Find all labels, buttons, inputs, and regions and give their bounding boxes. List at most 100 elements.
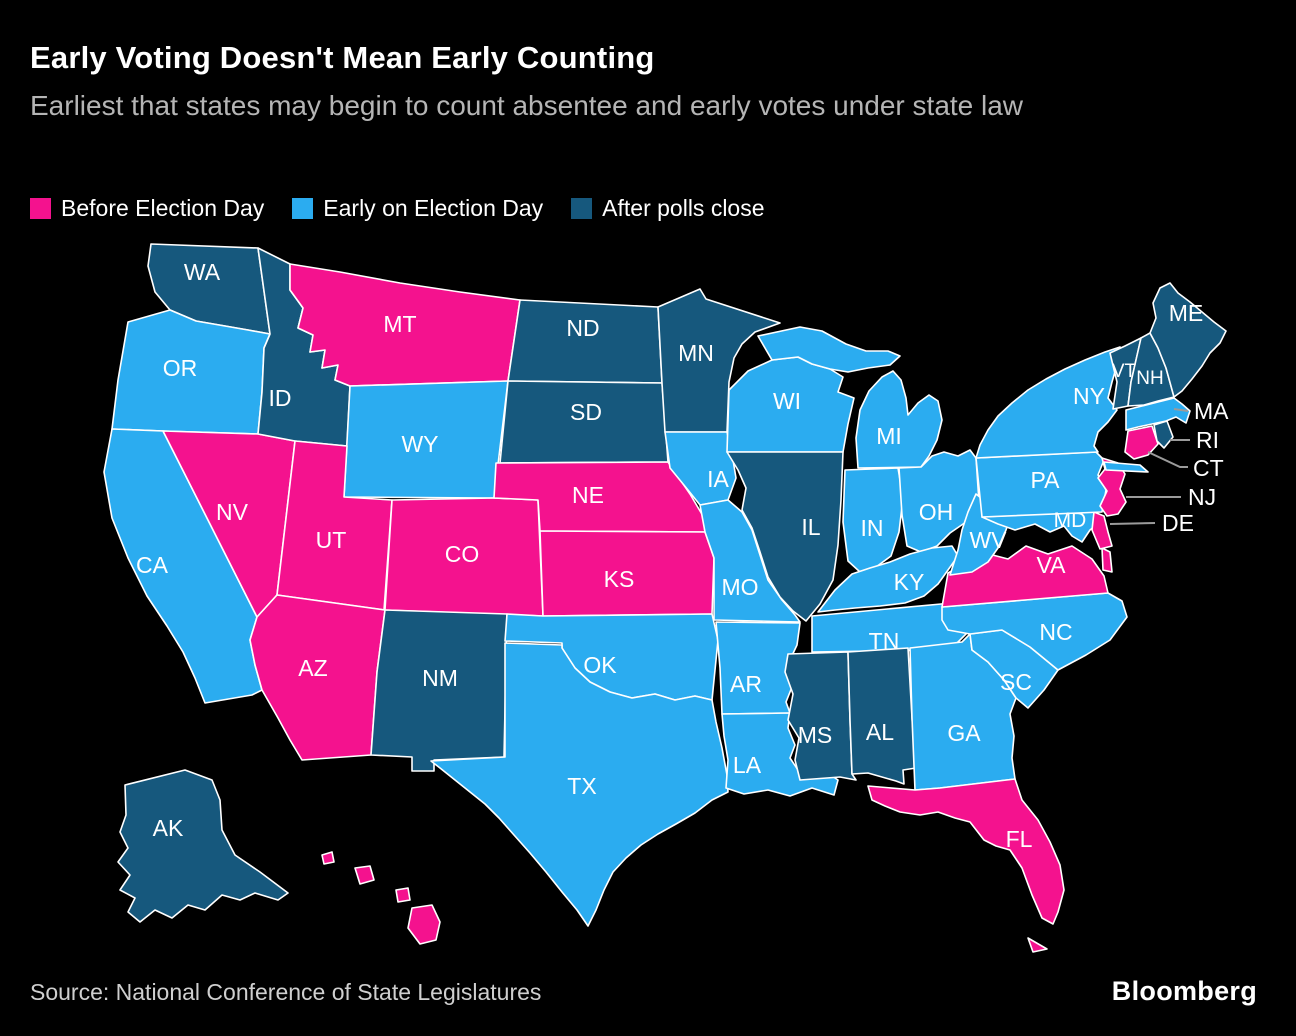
state-label-ny: NY xyxy=(1073,383,1105,409)
state-ny-long-island xyxy=(1103,461,1149,473)
callout-label-ma: MA xyxy=(1194,398,1229,424)
state-label-ks: KS xyxy=(604,566,635,592)
legend-swatch-after xyxy=(571,198,593,219)
state-label-co: CO xyxy=(445,541,480,567)
state-mn xyxy=(657,288,781,433)
state-label-va: VA xyxy=(1037,552,1067,578)
state-label-ok: OK xyxy=(583,652,617,678)
state-label-ky: KY xyxy=(894,569,925,595)
states-layer xyxy=(103,243,1227,953)
state-label-pa: PA xyxy=(1031,467,1061,493)
state-label-in: IN xyxy=(861,515,884,541)
state-label-nv: NV xyxy=(216,499,249,525)
state-label-wy: WY xyxy=(401,431,438,457)
state-nj xyxy=(1097,457,1127,517)
state-label-md: MD xyxy=(1054,509,1087,532)
state-label-az: AZ xyxy=(298,655,327,681)
state-label-ga: GA xyxy=(947,720,981,746)
state-label-ca: CA xyxy=(136,552,169,578)
state-label-ar: AR xyxy=(730,671,762,697)
state-label-sc: SC xyxy=(1000,669,1032,695)
legend-label-before: Before Election Day xyxy=(61,195,265,221)
bloomberg-logo: Bloomberg xyxy=(1111,976,1257,1006)
callout-label-de: DE xyxy=(1162,510,1194,536)
header: Early Voting Doesn't Mean Early Counting… xyxy=(30,40,1270,125)
state-label-oh: OH xyxy=(919,499,954,525)
state-label-nm: NM xyxy=(422,665,458,691)
state-label-tn: TN xyxy=(869,628,900,654)
state-label-mt: MT xyxy=(383,311,416,337)
state-label-il: IL xyxy=(801,514,820,540)
callout-line-ct xyxy=(1147,451,1188,468)
state-nd xyxy=(507,299,663,384)
state-label-mo: MO xyxy=(721,574,758,600)
legend-item-after: After polls close xyxy=(571,195,765,222)
state-hi-island-4 xyxy=(407,904,441,945)
state-mt xyxy=(289,263,521,387)
state-label-ne: NE xyxy=(572,482,604,508)
state-fl-keys xyxy=(1027,937,1048,953)
legend: Before Election Day Early on Election Da… xyxy=(30,195,793,222)
state-az xyxy=(249,594,386,761)
state-labels-layer: WA OR CA NV ID MT WY UT AZ NM CO ND SD N… xyxy=(136,259,1203,852)
state-ak xyxy=(117,769,289,923)
state-label-wi: WI xyxy=(773,388,801,414)
state-ct xyxy=(1124,425,1159,460)
state-ar xyxy=(715,621,801,715)
callouts-layer: MA RI CT NJ DE xyxy=(1109,398,1229,536)
state-label-wv: WV xyxy=(969,527,1007,553)
callout-line-ma xyxy=(1173,408,1189,412)
state-de xyxy=(1091,511,1113,550)
state-ms xyxy=(784,651,857,781)
state-me xyxy=(1149,282,1227,398)
state-nc xyxy=(941,592,1128,671)
state-hi-island-2 xyxy=(354,865,375,885)
state-label-ak: AK xyxy=(153,815,184,841)
legend-label-early: Early on Election Day xyxy=(323,195,544,221)
legend-item-before: Before Election Day xyxy=(30,195,264,222)
state-label-al: AL xyxy=(866,719,894,745)
state-label-sd: SD xyxy=(570,399,602,425)
state-label-ut: UT xyxy=(316,527,347,553)
state-ny xyxy=(975,346,1121,459)
state-label-vt: VT xyxy=(1112,361,1137,382)
callout-label-ct: CT xyxy=(1193,455,1224,481)
state-label-mi: MI xyxy=(876,423,902,449)
state-hi-island-1 xyxy=(321,851,335,865)
state-tx xyxy=(430,642,729,927)
state-label-ia: IA xyxy=(707,466,729,492)
state-mi-upper xyxy=(757,326,901,373)
state-label-nh: NH xyxy=(1136,368,1163,389)
state-label-tx: TX xyxy=(567,773,596,799)
callout-label-ri: RI xyxy=(1196,427,1219,453)
state-mi xyxy=(855,370,943,469)
state-label-la: LA xyxy=(733,752,762,778)
legend-swatch-before xyxy=(30,198,51,219)
chart-title: Early Voting Doesn't Mean Early Counting xyxy=(30,40,655,75)
state-hi-island-3 xyxy=(395,887,411,903)
state-label-or: OR xyxy=(163,355,198,381)
callout-label-nj: NJ xyxy=(1188,484,1216,510)
state-fl xyxy=(867,778,1065,925)
state-label-nc: NC xyxy=(1039,619,1072,645)
state-label-id: ID xyxy=(269,385,292,411)
source-text: Source: National Conference of State Leg… xyxy=(30,979,542,1005)
state-label-ms: MS xyxy=(798,722,833,748)
state-ks xyxy=(539,530,715,617)
legend-label-after: After polls close xyxy=(602,195,765,221)
state-va-shore xyxy=(1101,547,1113,573)
state-ma xyxy=(1125,397,1191,431)
chart-subtitle: Earliest that states may begin to count … xyxy=(30,90,1024,121)
state-label-fl: FL xyxy=(1006,826,1033,852)
state-label-me: ME xyxy=(1169,300,1204,326)
state-il xyxy=(726,451,844,622)
state-label-mn: MN xyxy=(678,340,714,366)
state-label-wa: WA xyxy=(184,259,221,285)
callout-line-de xyxy=(1109,522,1156,525)
state-label-nd: ND xyxy=(566,315,599,341)
legend-item-early: Early on Election Day xyxy=(292,195,543,222)
legend-swatch-early xyxy=(292,198,314,219)
state-al xyxy=(847,647,917,785)
